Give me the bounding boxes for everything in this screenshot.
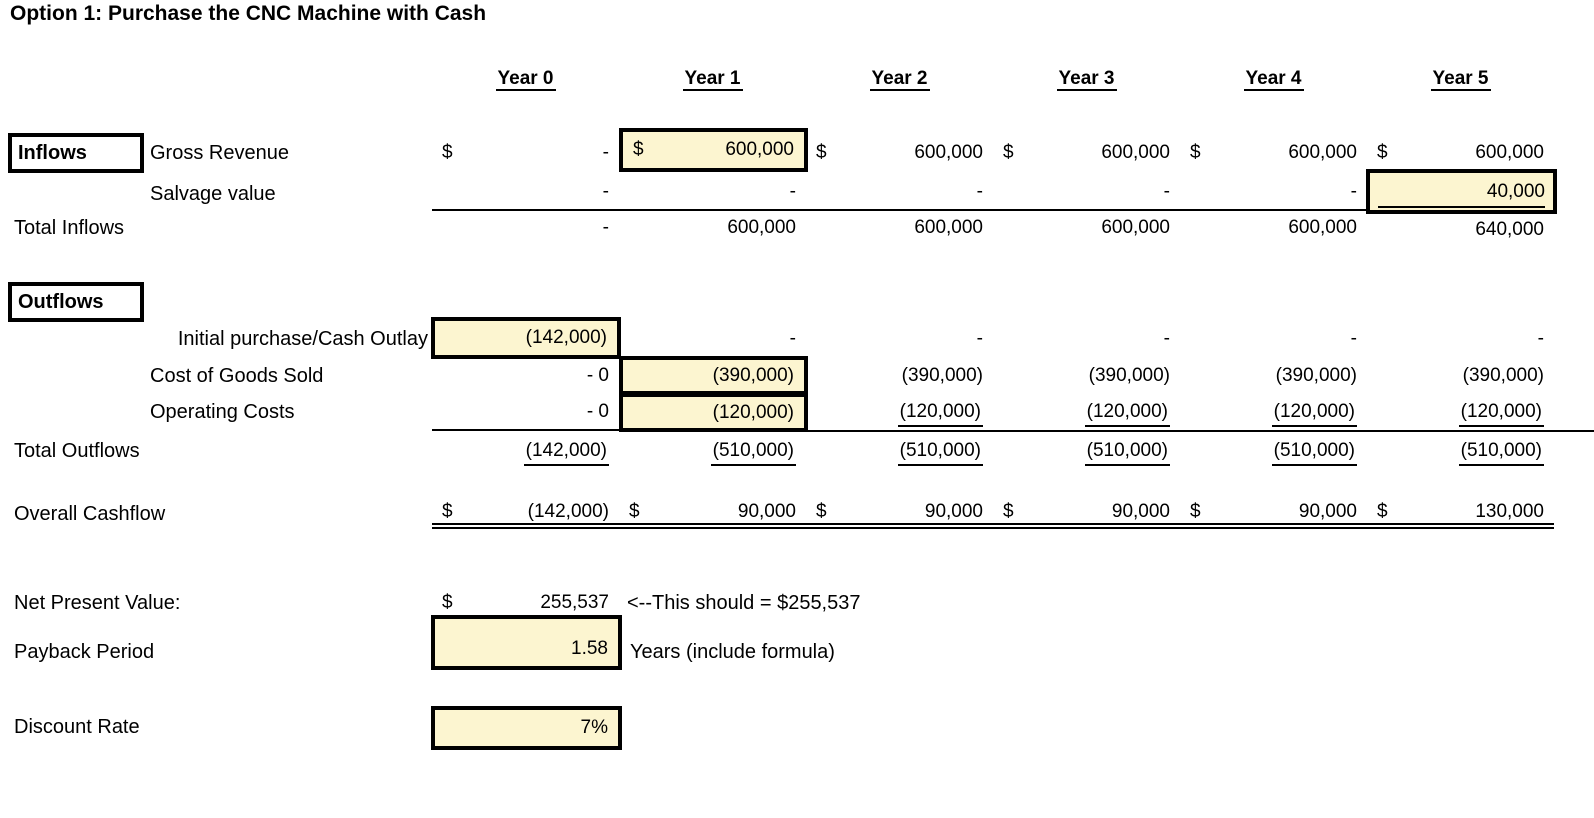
row-label-cogs: Cost of Goods Sold (150, 365, 324, 387)
cell-overall-cashflow-y2[interactable]: $ 90,000 (806, 497, 993, 529)
cell-total-outflows-y3[interactable]: (510,000) (993, 436, 1180, 466)
cell-initial-purchase-y1[interactable]: - (789, 328, 796, 349)
outflows-section-box: Outflows (8, 282, 144, 322)
cell-cogs-y1[interactable]: (390,000) (619, 356, 808, 395)
cell-discount-rate-value[interactable]: 7% (431, 706, 622, 750)
cell-salvage-y2[interactable]: - (806, 177, 993, 211)
row-label-operating-costs: Operating Costs (150, 401, 295, 423)
row-label-overall-cashflow: Overall Cashflow (14, 503, 166, 525)
cell-operating-costs-y2[interactable]: (120,000) (806, 397, 993, 427)
cell-total-inflows-y0[interactable]: - (602, 217, 609, 238)
row-label-salvage: Salvage value (150, 183, 276, 205)
cell-operating-costs-y4[interactable]: (120,000) (1180, 397, 1367, 427)
cell-total-inflows-y3[interactable]: 600,000 (1101, 217, 1170, 238)
cell-cogs-y3[interactable]: (390,000) (1088, 365, 1170, 386)
currency-symbol: $ (629, 501, 640, 522)
cell-cogs-y4[interactable]: (390,000) (1275, 365, 1357, 386)
cell-initial-purchase-y2[interactable]: - (976, 328, 983, 349)
cell-salvage-y3[interactable]: - (993, 177, 1180, 211)
outflows-section-label: Outflows (18, 291, 104, 313)
row-label-total-outflows: Total Outflows (14, 440, 140, 462)
cell-salvage-y4[interactable]: - (1180, 177, 1367, 211)
page-title: Option 1: Purchase the CNC Machine with … (10, 2, 487, 25)
cell-cogs-y2[interactable]: (390,000) (901, 365, 983, 386)
cell-gross-revenue-y1[interactable]: $ 600,000 (619, 128, 808, 172)
cell-total-inflows-y4[interactable]: 600,000 (1288, 217, 1357, 238)
cell-cogs-y0[interactable]: - 0 (586, 365, 609, 386)
row-label-gross-revenue: Gross Revenue (150, 142, 289, 164)
cell-initial-purchase-y4[interactable]: - (1350, 328, 1357, 349)
currency-symbol: $ (1377, 142, 1388, 163)
cell-total-inflows-y2[interactable]: 600,000 (914, 217, 983, 238)
column-header-year2: Year 2 (869, 68, 930, 91)
cell-salvage-y1[interactable]: - (619, 177, 806, 211)
currency-symbol: $ (442, 592, 453, 613)
column-header-year1: Year 1 (682, 68, 743, 91)
cell-initial-purchase-y3[interactable]: - (1163, 328, 1170, 349)
cell-total-outflows-y5[interactable]: (510,000) (1367, 436, 1554, 466)
inflows-section-label: Inflows (18, 142, 87, 164)
cell-gross-revenue-y4[interactable]: $ 600,000 (1180, 138, 1367, 168)
cell-overall-cashflow-y0[interactable]: $ (142,000) (432, 497, 619, 529)
row-label-initial-purchase: Initial purchase/Cash Outlay (177, 328, 428, 350)
cell-initial-purchase-y5[interactable]: - (1537, 328, 1544, 349)
column-header-year4: Year 4 (1243, 68, 1304, 91)
cell-total-outflows-y2[interactable]: (510,000) (806, 436, 993, 466)
cell-total-outflows-y1[interactable]: (510,000) (619, 436, 806, 466)
currency-symbol: $ (633, 139, 644, 160)
cell-overall-cashflow-y1[interactable]: $ 90,000 (619, 497, 806, 529)
cell-payback-value[interactable]: 1.58 (431, 615, 622, 670)
row-label-total-inflows: Total Inflows (14, 217, 125, 239)
operating-costs-row-border (806, 430, 1594, 432)
column-header-year0: Year 0 (495, 68, 556, 91)
inflows-section-box: Inflows (8, 133, 144, 173)
currency-symbol: $ (442, 501, 453, 522)
currency-symbol: $ (1003, 501, 1014, 522)
row-label-discount-rate: Discount Rate (14, 716, 140, 738)
currency-symbol: $ (1003, 142, 1014, 163)
currency-symbol: $ (816, 501, 827, 522)
column-header-year3: Year 3 (1056, 68, 1117, 91)
column-header-year5: Year 5 (1430, 68, 1491, 91)
cell-overall-cashflow-y3[interactable]: $ 90,000 (993, 497, 1180, 529)
payback-note: Years (include formula) (630, 641, 835, 663)
cell-operating-costs-y1[interactable]: (120,000) (619, 393, 808, 432)
cell-overall-cashflow-y4[interactable]: $ 90,000 (1180, 497, 1367, 529)
row-label-npv: Net Present Value: (14, 592, 181, 614)
currency-symbol: $ (816, 142, 827, 163)
currency-symbol: $ (1190, 142, 1201, 163)
npv-note: <--This should = $255,537 (627, 592, 861, 614)
cell-gross-revenue-y0[interactable]: $ - (432, 138, 619, 168)
currency-symbol: $ (1190, 501, 1201, 522)
cell-gross-revenue-y5[interactable]: $ 600,000 (1367, 138, 1554, 168)
currency-symbol: $ (1377, 501, 1388, 522)
cell-overall-cashflow-y5[interactable]: $ 130,000 (1367, 497, 1554, 529)
cell-total-outflows-y0[interactable]: (142,000) (432, 436, 619, 466)
cell-total-inflows-y1[interactable]: 600,000 (727, 217, 796, 238)
cell-operating-costs-y3[interactable]: (120,000) (993, 397, 1180, 427)
cell-initial-purchase-y0[interactable]: (142,000) (431, 317, 621, 359)
cell-npv-value[interactable]: $ 255,537 (432, 588, 619, 618)
cell-gross-revenue-y3[interactable]: $ 600,000 (993, 138, 1180, 168)
currency-symbol: $ (442, 142, 453, 163)
cell-operating-costs-y0[interactable]: - 0 (432, 397, 619, 431)
row-label-payback: Payback Period (14, 641, 155, 663)
cell-salvage-y0[interactable]: - (432, 177, 619, 211)
cell-total-outflows-y4[interactable]: (510,000) (1180, 436, 1367, 466)
cell-cogs-y5[interactable]: (390,000) (1462, 365, 1544, 386)
cell-salvage-y5[interactable]: 40,000 (1366, 169, 1557, 214)
cell-gross-revenue-y2[interactable]: $ 600,000 (806, 138, 993, 168)
cell-total-inflows-y5[interactable]: 640,000 (1475, 219, 1544, 240)
cell-operating-costs-y5[interactable]: (120,000) (1367, 397, 1554, 427)
